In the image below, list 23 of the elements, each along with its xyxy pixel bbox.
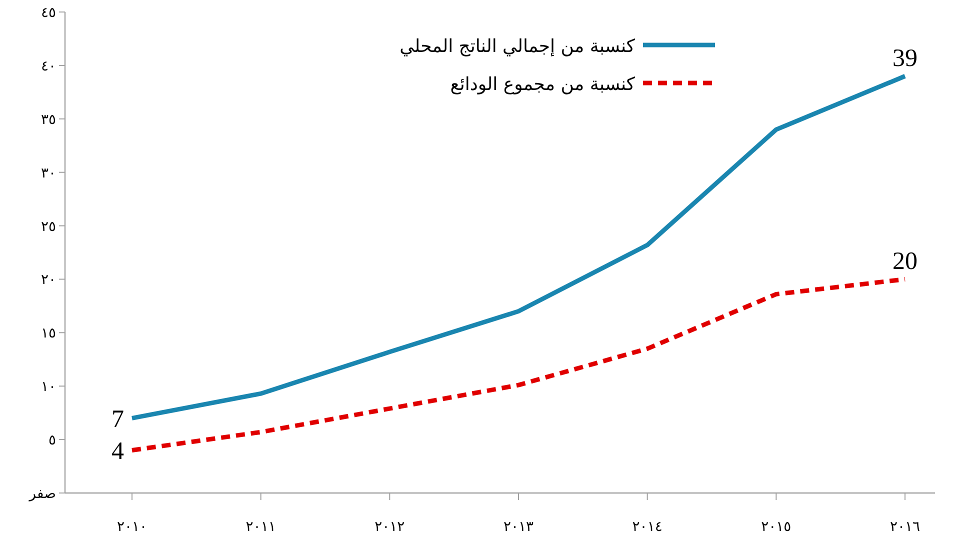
y-tick-label: ٣٠	[40, 165, 56, 182]
x-tick-label: ٢٠١٤	[632, 519, 662, 535]
y-tick-label: ٢٥	[40, 218, 56, 235]
y-tick-label: ١٥	[40, 326, 56, 342]
x-tick-label: ٢٠١١	[246, 519, 276, 535]
y-tick-label: ١٠	[40, 379, 56, 396]
data-label: 7	[112, 406, 124, 434]
x-tick-label: ٢٠١٣	[503, 519, 534, 535]
legend-label: كنسبة من إجمالي الناتج المحلي	[400, 36, 636, 57]
y-tick-label: ٢٠	[40, 272, 56, 288]
x-tick-label: ٢٠١٥	[761, 519, 792, 535]
data-label: 4	[112, 438, 124, 466]
data-label: 20	[892, 248, 918, 276]
x-tick-label: ٢٠١٢	[374, 519, 405, 535]
y-tick-label: ٤٠	[40, 58, 56, 74]
y-tick-label: صفر	[28, 486, 56, 502]
legend-label: كنسبة من مجموع الودائع	[450, 74, 636, 95]
x-tick-label: ٢٠١٠	[116, 519, 148, 535]
y-tick-label: ٣٥	[40, 112, 56, 128]
y-tick-label: ٤٥	[40, 5, 56, 21]
data-label: 39	[892, 45, 918, 72]
x-tick-label: ٢٠١٦	[890, 519, 920, 535]
y-tick-label: ٥	[48, 432, 56, 449]
